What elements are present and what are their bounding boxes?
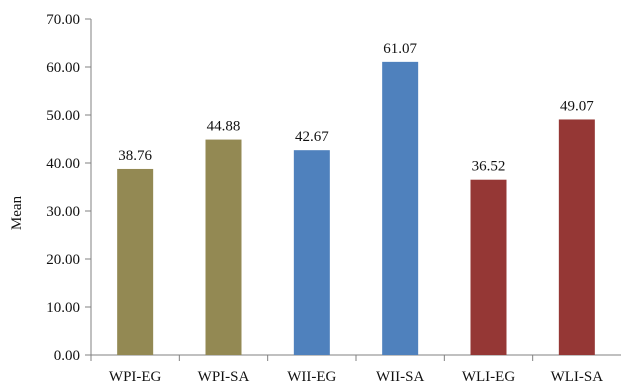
bar-wii-sa: [382, 61, 419, 355]
y-tick-label: 50.00: [46, 108, 80, 124]
data-label: 42.67: [295, 129, 329, 145]
x-tick-label: WII-EG: [287, 369, 336, 385]
x-ticks: WPI-EG WPI-SA WII-EG WII-SA WLI-EG WLI-SA: [90, 355, 604, 385]
y-ticks: 0.00 10.00 20.00 30.00 40.00 50.00 60.00 70.00: [46, 12, 91, 364]
data-labels: 38.76 44.88 42.67 61.07 36.52 49.07: [118, 41, 594, 175]
bar-wli-eg: [470, 179, 507, 355]
x-tick-label: WLI-EG: [462, 369, 515, 385]
x-tick-label: WLI-SA: [551, 369, 604, 385]
y-tick-label: 30.00: [46, 204, 80, 220]
data-label: 49.07: [560, 98, 594, 114]
data-label: 61.07: [383, 41, 417, 57]
y-tick-label: 40.00: [46, 156, 80, 172]
bar-wpi-sa: [205, 139, 242, 355]
x-tick-label: WPI-SA: [198, 369, 250, 385]
x-tick-label: WPI-EG: [109, 369, 162, 385]
y-tick-label: 10.00: [46, 300, 80, 316]
bar-wli-sa: [558, 119, 595, 356]
data-label: 36.52: [472, 159, 506, 175]
x-tick-label: WII-SA: [376, 369, 424, 385]
y-axis-title-group: Mean: [9, 195, 25, 230]
y-tick-label: 20.00: [46, 252, 80, 268]
bars: [117, 61, 595, 356]
data-label: 44.88: [207, 119, 241, 135]
bar-wii-eg: [293, 150, 330, 355]
bar-wpi-eg: [117, 168, 154, 355]
y-tick-label: 0.00: [54, 348, 80, 364]
axes: [90, 19, 621, 356]
y-tick-label: 60.00: [46, 60, 80, 76]
y-tick-label: 70.00: [46, 12, 80, 28]
y-axis-title: Mean: [9, 195, 25, 230]
data-label: 38.76: [118, 148, 152, 164]
